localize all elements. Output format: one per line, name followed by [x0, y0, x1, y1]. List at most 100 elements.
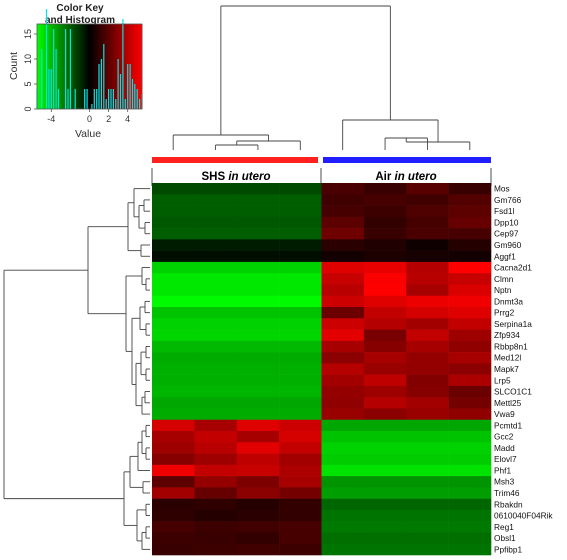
heatmap-cell: [406, 183, 449, 195]
gene-label: Prrg2: [494, 308, 515, 318]
color-key-swatch: [128, 24, 131, 109]
gene-label: Dpp10: [494, 217, 519, 227]
color-key: Color Key and Histogram 0 5 10 15 -4 0 2 4 Cou…: [8, 3, 143, 140]
heatmap-cell: [363, 228, 407, 240]
color-key-swatch: [68, 24, 71, 109]
color-key-swatch: [136, 24, 139, 109]
heatmap-cell: [279, 476, 322, 488]
color-key-swatch: [47, 24, 50, 109]
heatmap-cell: [448, 385, 492, 398]
heatmap-cell: [406, 543, 449, 556]
heatmap-cell: [448, 228, 492, 240]
color-key-swatch: [131, 24, 134, 109]
heatmap-cell: [448, 340, 492, 353]
heatmap-cell: [194, 273, 238, 285]
heatmap-cell: [152, 464, 195, 477]
heatmap-cell: [194, 543, 238, 556]
heatmap-cell: [406, 307, 449, 319]
heatmap-cell: [152, 329, 195, 342]
heatmap-cell: [279, 250, 322, 263]
heatmap-cell: [279, 216, 322, 229]
color-key-swatch: [58, 24, 61, 109]
heatmap-cell: [236, 183, 280, 195]
heatmap-cell: [363, 408, 407, 421]
color-key-swatch: [84, 24, 87, 109]
heatmap-cell: [236, 273, 280, 285]
color-key-swatch: [112, 24, 115, 109]
heatmap-cell: [448, 318, 492, 330]
heatmap-cell: [321, 532, 365, 545]
heatmap-cell: [194, 205, 238, 218]
heatmap-cell: [406, 216, 449, 229]
heatmap-cell: [236, 419, 280, 432]
color-key-swatch: [66, 24, 69, 109]
heatmap-cell: [406, 464, 449, 477]
heatmap-cell: [194, 521, 238, 533]
heatmap-cell: [194, 216, 238, 229]
heatmap-cell: [152, 543, 195, 556]
heatmap-cell: [279, 228, 322, 240]
heatmap-cell: [236, 239, 280, 251]
heatmap-cell: [363, 442, 407, 454]
heatmap-cell: [321, 183, 365, 195]
heatmap-cell: [321, 216, 365, 229]
heatmap-cell: [279, 397, 322, 409]
column-dendrogram: [172, 5, 471, 150]
heatmap-cell: [279, 442, 322, 454]
heatmap-cell: [152, 385, 195, 398]
heatmap-cell: [152, 476, 195, 488]
heatmap-cell: [321, 408, 365, 421]
y-tick-label: 10: [23, 54, 33, 64]
heatmap-cell: [152, 487, 195, 499]
gene-label: Rbbp8n1: [494, 341, 528, 351]
heatmap-cell: [194, 476, 238, 488]
heatmap-cell: [363, 205, 407, 218]
heatmap-cell: [448, 216, 492, 229]
color-key-xlabel: Value: [75, 128, 101, 140]
heatmap-cell: [152, 261, 195, 274]
gene-label: Cep97: [494, 229, 519, 239]
heatmap-cell: [279, 284, 322, 297]
heatmap-cell: [194, 532, 238, 545]
heatmap-cell: [194, 261, 238, 274]
heatmap-cell: [236, 521, 280, 533]
heatmap-cell: [406, 250, 449, 263]
heatmap-cell: [363, 532, 407, 545]
heatmap-cell: [236, 464, 280, 477]
heatmap-cell: [321, 273, 365, 285]
heatmap-cell: [406, 374, 449, 387]
heatmap-cell: [279, 521, 322, 533]
gene-label: Mos: [494, 184, 510, 194]
heatmap-cell: [236, 431, 280, 443]
heatmap-cell: [152, 250, 195, 263]
color-key-swatch: [103, 24, 106, 109]
heatmap-cell: [194, 250, 238, 263]
heatmap-cell: [152, 363, 195, 375]
heatmap-cell: [321, 228, 365, 240]
heatmap-cell: [448, 329, 492, 342]
heatmap-cell: [279, 464, 322, 477]
heatmap-cell: [236, 194, 280, 206]
heatmap-cell: [279, 239, 322, 251]
heatmap-cell: [194, 284, 238, 297]
color-key-gradient: [37, 24, 143, 109]
heatmap-cell: [321, 509, 365, 522]
heatmap-cell: [448, 194, 492, 206]
heatmap-cell: [448, 250, 492, 263]
heatmap-cell: [236, 329, 280, 342]
heatmap-cell: [406, 385, 449, 398]
heatmap-cell: [236, 509, 280, 522]
heatmap-cell: [406, 476, 449, 488]
x-tick-label: 2: [106, 114, 111, 124]
heatmap-cell: [194, 431, 238, 443]
heatmap-cell: [152, 239, 195, 251]
color-key-title-line1: Color Key: [56, 3, 104, 14]
heatmap-cell: [194, 318, 238, 330]
heatmap-cell: [406, 329, 449, 342]
gene-label: 0610040F04Rik: [494, 511, 553, 521]
heatmap-cell: [152, 216, 195, 229]
color-key-swatch: [87, 24, 90, 109]
color-key-swatch: [94, 24, 97, 109]
heatmap-cell: [236, 216, 280, 229]
